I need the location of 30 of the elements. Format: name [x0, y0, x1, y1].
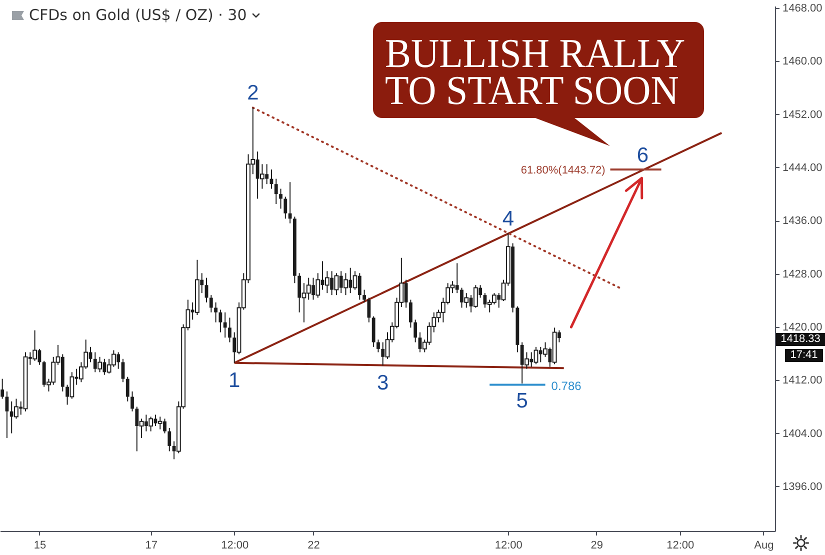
x-tick-label: 17: [145, 540, 158, 552]
y-tick-label: 1404.00: [782, 428, 822, 440]
y-tick-label: 1452.00: [782, 108, 822, 121]
x-tick-label: 12:00: [666, 540, 694, 552]
y-tick-label: 1436.00: [782, 215, 822, 228]
annotation: 1: [228, 368, 240, 392]
chart-title: CFDs on Gold (US$ / OZ) · 30: [29, 6, 247, 24]
annotation: 61.80%(1443.72): [520, 164, 606, 176]
text: 1418.33: [776, 333, 825, 346]
text: 17:41: [785, 349, 823, 362]
y-tick-label: 1468.00: [782, 2, 822, 14]
annotation: 2: [247, 82, 259, 105]
annotation: BULLISH RALLY TO START SOON: [385, 30, 686, 113]
y-tick-label: 1444.00: [782, 162, 822, 174]
y-tick-label: 1412.00: [782, 374, 822, 387]
x-tick-label: 22: [308, 540, 320, 552]
x-tick-label: Aug: [754, 540, 774, 552]
y-tick-label: 1420.00: [782, 321, 822, 334]
y-tick-label: 1460.00: [782, 56, 822, 68]
annotation: 4: [502, 207, 514, 230]
x-tick-label: 12:00: [221, 540, 249, 552]
y-tick-label: 1428.00: [782, 268, 822, 280]
x-tick-label: 12:00: [494, 540, 522, 552]
annotation: 6: [636, 144, 649, 168]
annotation: 5: [516, 389, 528, 412]
annotation: 3: [377, 372, 389, 395]
annotation: 0.786: [551, 378, 582, 393]
y-tick-label: 1396.00: [782, 480, 822, 493]
x-tick-label: 15: [34, 540, 46, 552]
x-tick-label: 29: [590, 540, 603, 552]
